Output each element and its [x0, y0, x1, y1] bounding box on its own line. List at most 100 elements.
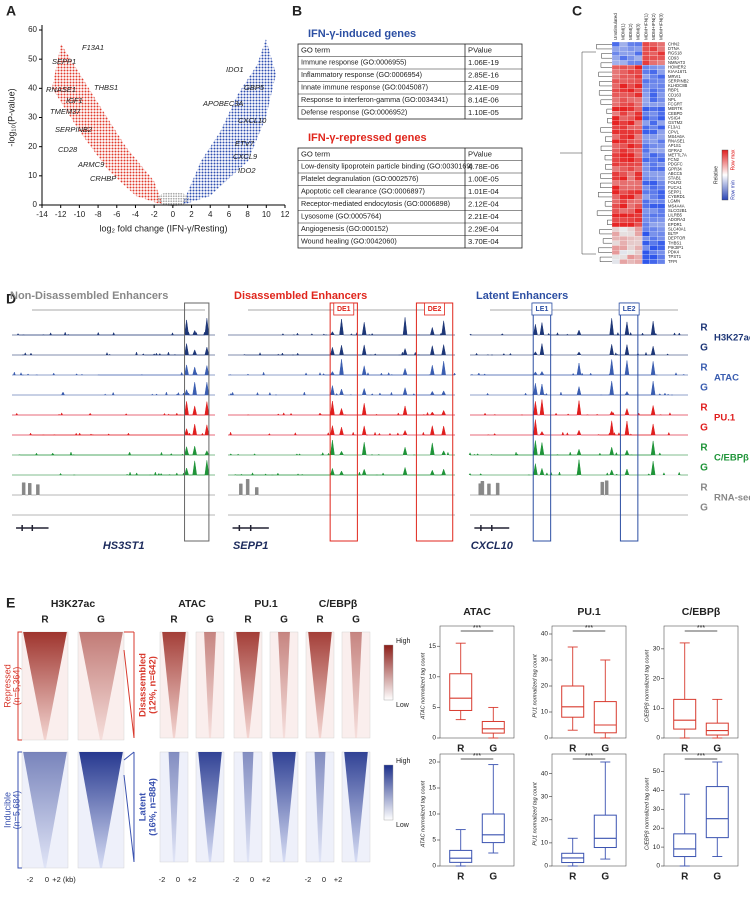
heatmap-cell [657, 194, 666, 200]
legend-label: Low [396, 822, 410, 829]
heatmap-cell [642, 208, 650, 214]
heatmap-cell [627, 185, 635, 191]
heatmap-cell [627, 92, 635, 98]
heatmap-cell [642, 41, 650, 47]
condition-label: R [700, 403, 708, 414]
heatmap-cell [634, 189, 643, 195]
heatmap-cell [627, 111, 635, 117]
signal-track [468, 440, 688, 456]
heatmap-cell [642, 194, 650, 200]
heatmap-cell [649, 250, 658, 255]
heatmap-cell [649, 254, 658, 260]
heatmap-cell [634, 120, 643, 126]
heatmap-signal [204, 632, 216, 738]
heatmap-header: ATAC [178, 598, 206, 610]
heatmap-cell [611, 143, 620, 149]
heatmap-cell [611, 115, 620, 121]
heatmap-cell [642, 51, 650, 56]
significance-label: *** [697, 625, 705, 632]
gene-label: MERTK [668, 106, 683, 111]
heatmap-cell [642, 254, 650, 260]
heatmap-cell [611, 236, 620, 241]
heatmap-signal [350, 632, 362, 738]
heatmap-cell [611, 217, 620, 223]
heatmap-cell [611, 148, 620, 154]
x-axis-label: log₂ fold change (IFN-γ/Resting) [99, 223, 227, 233]
x-tick-label: -12 [55, 210, 67, 219]
y-axis-label: PU1 normalized tag count [532, 782, 538, 846]
table-title: IFN-γ-repressed genes [308, 132, 427, 144]
heatmap-cell [642, 162, 650, 167]
gene-label: TPST1 [668, 254, 682, 259]
heatmap-signal [23, 752, 67, 868]
heatmap-cell [649, 83, 658, 89]
panel-label: B [292, 3, 302, 19]
heatmap-cell [634, 125, 643, 130]
color-legend [721, 149, 729, 201]
heatmap-cell [657, 236, 666, 241]
x-tick-label: 8 [245, 210, 250, 219]
table-cell: 1.10E-05 [468, 108, 499, 117]
heatmap-cell [627, 166, 635, 172]
heatmap-cell [642, 60, 650, 66]
gene-label: F13A1 [82, 43, 104, 52]
signal-track [469, 318, 688, 336]
y-axis-label: PU1 normalized tag count [532, 654, 538, 718]
x-tick-label: -4 [132, 210, 140, 219]
gene-label: APOBEC3A [202, 99, 243, 108]
x-tick-label: R [569, 744, 577, 755]
x-label: +2 (kb) [52, 875, 76, 884]
y-axis-label: C/EBPβ normalized tag count [644, 777, 650, 850]
gene-label: FCGRT [668, 102, 683, 107]
heatmap-cell [627, 254, 635, 260]
heatmap-cell [642, 217, 650, 223]
x-tick-label: R [569, 872, 577, 883]
heatmap-cell [611, 97, 620, 103]
column-label: MDM+IFN(1) [643, 13, 648, 40]
heatmap-cell [649, 176, 658, 181]
heatmap-cell [611, 194, 620, 200]
legend-label: Low [396, 702, 410, 709]
condition-label: R [700, 323, 708, 334]
intensity-legend [383, 764, 394, 821]
heatmap-cell [657, 46, 666, 52]
heatmap-cell [634, 240, 643, 246]
heatmap-cell [634, 55, 643, 61]
significance-label: *** [697, 753, 705, 760]
heatmap-cell [627, 213, 635, 218]
table-cell: Innate immune response (GO:0045087) [301, 83, 428, 92]
y-tick-label: 40 [653, 787, 661, 794]
gene-label: IDO1 [226, 65, 244, 74]
section-title: Disassembled Enhancers [234, 290, 367, 302]
gene-label: LILRB5 [668, 213, 683, 218]
region-tag [531, 302, 553, 316]
heatmap-cell [642, 74, 650, 80]
heatmap-cell [627, 41, 635, 47]
heatmap-cell [619, 171, 628, 177]
heatmap-cell [627, 217, 635, 223]
gene-label: GPR34 [668, 166, 682, 171]
heatmap-cell [642, 250, 650, 255]
table-cell: Response to interferon-gamma (GO:0034341… [301, 95, 448, 104]
heatmap-cell [657, 259, 666, 265]
heatmap-cell [619, 129, 628, 135]
gene-model [474, 525, 510, 531]
heatmap-cell [619, 69, 628, 75]
gene-label: CD163 [668, 92, 682, 97]
heatmap-cell [649, 143, 658, 149]
gene-label: SERPINB2 [668, 78, 689, 83]
signal-track [470, 359, 688, 376]
heatmap-cell [611, 88, 620, 93]
gene-label: MS4A4A [668, 203, 685, 208]
heatmap-cell [611, 55, 620, 61]
region-tag [618, 302, 640, 316]
y-tick-label: 20 [541, 816, 549, 823]
table-cell: 2.85E-16 [468, 70, 499, 79]
gene-label: CD93 [668, 55, 679, 60]
heatmap-cell [657, 208, 666, 214]
gene-name: CXCL10 [471, 540, 514, 552]
x-tick-label: R [457, 744, 465, 755]
heatmap-cell [657, 166, 666, 172]
heatmap-cell [634, 111, 643, 117]
y-tick-label: 20 [541, 683, 549, 690]
